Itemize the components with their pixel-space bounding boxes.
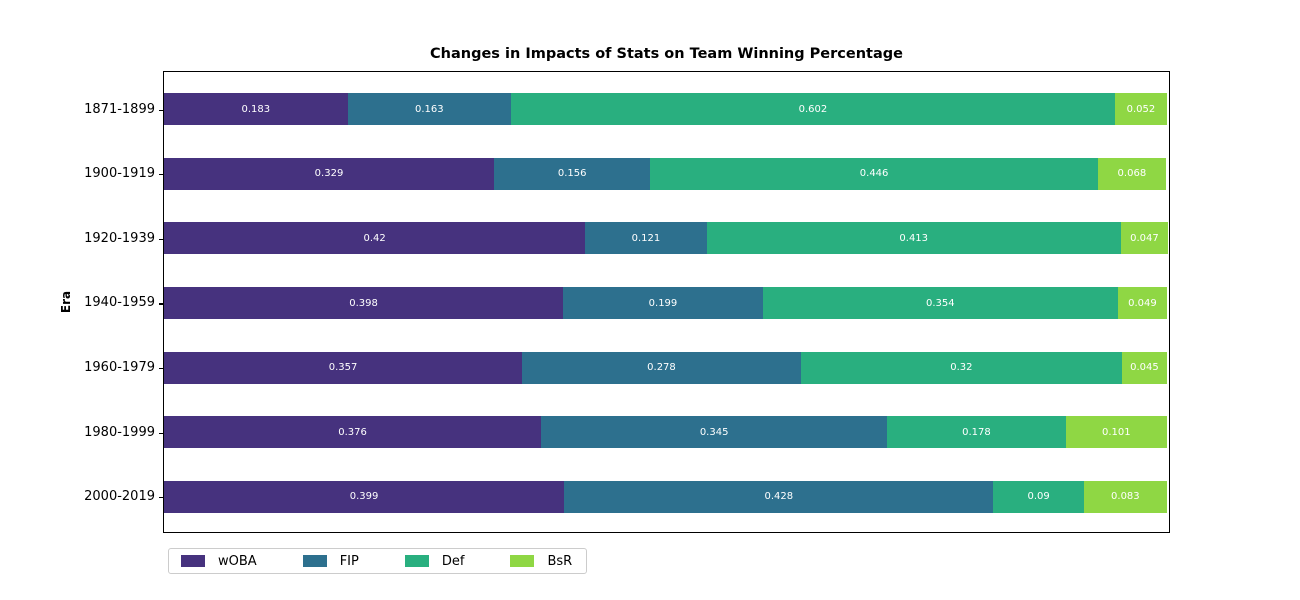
bar-segment-value: 0.199 [648, 297, 678, 309]
y-tick-mark [159, 432, 163, 434]
bar-segment-bsr: 0.052 [1114, 93, 1167, 126]
bar-row-1980-1999: 0.376 0.345 0.178 0.101 [164, 416, 1169, 449]
bar-segment-def: 0.446 [650, 157, 1098, 190]
bar-segment-value: 0.602 [798, 103, 828, 115]
bar-segment-value: 0.052 [1126, 103, 1156, 115]
bar-segment-value: 0.399 [349, 491, 379, 503]
bar-segment-fip: 0.278 [522, 351, 801, 384]
legend-label: Def [441, 553, 465, 569]
bar-segment-woba: 0.398 [164, 287, 564, 319]
bar-segment-value: 0.163 [414, 103, 444, 115]
y-tick-label: 1920-1939 [84, 230, 155, 246]
bar-segment-bsr: 0.047 [1120, 222, 1168, 255]
bar-segment-def: 0.413 [706, 222, 1121, 255]
bar-segment-value: 0.09 [1027, 491, 1050, 503]
legend-label: BsR [547, 553, 573, 569]
bar-row-1920-1939: 0.42 0.121 0.413 0.047 [164, 222, 1169, 255]
bar-segment-woba: 0.183 [164, 93, 348, 126]
bar-segment-value: 0.42 [363, 232, 386, 244]
legend-item-woba: wOBA [181, 554, 257, 569]
y-tick-label: 1960-1979 [84, 359, 155, 375]
bar-row-1940-1959: 0.398 0.199 0.354 0.049 [164, 287, 1169, 319]
bar-row-1871-1899: 0.183 0.163 0.602 0.052 [164, 93, 1169, 126]
bar-segment-value: 0.413 [899, 232, 929, 244]
legend-swatch-icon [181, 555, 205, 567]
bar-segment-value: 0.345 [699, 426, 729, 438]
bar-segment-woba: 0.399 [164, 480, 565, 513]
legend-item-bsr: BsR [510, 554, 572, 569]
bar-segment-fip: 0.345 [541, 416, 888, 449]
legend-item-fip: FIP [302, 553, 359, 569]
legend-swatch-icon [302, 555, 327, 567]
bar-segment-fip: 0.121 [585, 222, 707, 255]
bar-segment-value: 0.049 [1128, 297, 1157, 309]
bar-segment-bsr: 0.049 [1117, 287, 1167, 319]
legend-swatch-icon [404, 555, 429, 567]
bar-segment-value: 0.329 [314, 168, 344, 180]
bar-segment-value: 0.047 [1130, 232, 1159, 244]
bar-segment-woba: 0.357 [164, 351, 523, 384]
y-tick-mark [159, 367, 163, 370]
bar-segment-def: 0.602 [511, 93, 1115, 126]
y-tick-label: 1980-1999 [84, 424, 155, 440]
bar-segment-fip: 0.428 [564, 480, 994, 513]
legend-item-def: Def [404, 553, 465, 569]
chart-title: Changes in Impacts of Stats on Team Winn… [430, 46, 903, 62]
bar-segment-value: 0.183 [241, 103, 271, 115]
bar-segment-woba: 0.42 [164, 222, 586, 255]
bar-segment-def: 0.09 [993, 480, 1084, 513]
bar-segment-value: 0.398 [349, 297, 378, 309]
bar-segment-value: 0.446 [859, 168, 889, 180]
bar-segment-bsr: 0.068 [1097, 157, 1166, 190]
bar-segment-bsr: 0.045 [1121, 351, 1167, 384]
bar-segment-value: 0.121 [631, 232, 661, 244]
plot-area: 0.183 0.163 0.602 0.052 0.329 0.156 0.446 0.068… [163, 71, 1170, 533]
bar-segment-bsr: 0.101 [1065, 416, 1167, 449]
bar-segment-def: 0.32 [800, 351, 1122, 384]
bar-row-1960-1979: 0.357 0.278 0.32 0.045 [164, 351, 1169, 384]
bar-segment-value: 0.278 [647, 362, 676, 374]
bar-segment-fip: 0.163 [347, 93, 512, 126]
bar-segment-value: 0.101 [1102, 426, 1131, 438]
bar-segment-value: 0.428 [764, 491, 794, 503]
y-tick-mark [159, 174, 163, 176]
legend-label: wOBA [218, 553, 257, 569]
bar-segment-value: 0.357 [328, 362, 358, 374]
y-tick-label: 2000-2019 [84, 489, 155, 505]
bar-segment-value: 0.083 [1111, 491, 1140, 503]
y-tick-label: 1940-1959 [84, 295, 155, 311]
bar-segment-value: 0.376 [338, 426, 367, 438]
bar-segment-fip: 0.199 [563, 287, 763, 319]
y-tick-mark [159, 238, 163, 240]
bar-row-1900-1919: 0.329 0.156 0.446 0.068 [164, 157, 1169, 190]
bar-segment-value: 0.045 [1130, 362, 1159, 374]
bar-segment-fip: 0.156 [493, 157, 651, 190]
bar-segment-value: 0.068 [1117, 168, 1147, 180]
y-tick-mark [159, 109, 163, 111]
y-tick-label: 1900-1919 [84, 166, 155, 182]
legend-label: FIP [339, 553, 359, 569]
bar-segment-value: 0.156 [557, 168, 587, 180]
bar-segment-def: 0.178 [887, 416, 1066, 449]
y-tick-mark [159, 303, 163, 305]
bar-segment-woba: 0.376 [164, 416, 542, 449]
bar-segment-bsr: 0.083 [1083, 480, 1167, 513]
bar-segment-value: 0.178 [962, 426, 991, 438]
bar-segment-value: 0.354 [925, 297, 955, 309]
bar-row-2000-2019: 0.399 0.428 0.09 0.083 [164, 480, 1169, 513]
bar-segment-woba: 0.329 [164, 157, 494, 190]
y-tick-mark [159, 497, 163, 499]
legend: wOBA FIP Def BsR [168, 548, 588, 574]
bar-segment-def: 0.354 [762, 287, 1118, 319]
y-tick-label: 1871-1899 [84, 101, 155, 117]
bar-segment-value: 0.32 [950, 362, 973, 374]
legend-swatch-icon [510, 555, 535, 567]
